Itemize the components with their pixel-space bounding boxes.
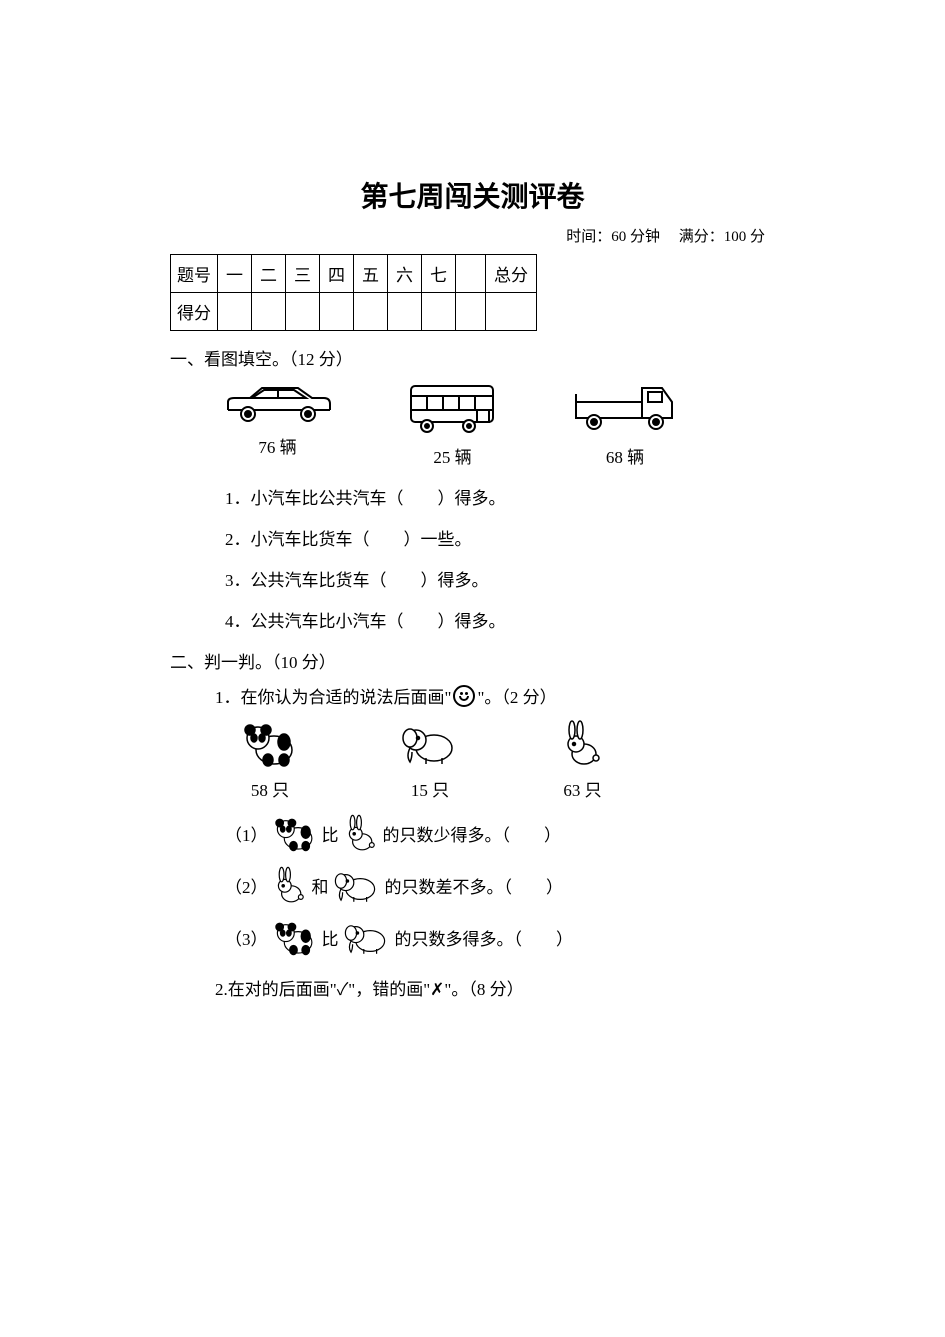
s2-c2: （2） 和 的只数差不多。（ ） (170, 865, 775, 905)
s1-q4: 4．公共汽车比小汽车（ ）得多。 (170, 607, 775, 632)
exam-meta: 时间：60 分钟 满分：100 分 (170, 225, 775, 246)
table-row: 得分 (171, 293, 537, 331)
cell: 六 (388, 255, 422, 293)
elephant-icon (333, 865, 381, 905)
s1-q3: 3．公共汽车比货车（ ）得多。 (170, 566, 775, 591)
cell: 三 (286, 255, 320, 293)
elephant-icon (400, 718, 460, 768)
rabbit-icon (560, 718, 605, 768)
animal-row: 58 只 15 只 63 只 (170, 718, 775, 801)
panda-icon (240, 718, 300, 768)
vehicle-car: 76 辆 (220, 380, 335, 468)
cell: 得分 (171, 293, 218, 331)
s2-sub1: 1．在你认为合适的说法后面画" "。（2 分） (170, 683, 775, 708)
s2-sub2: 2.在对的后面画"✓"，错的画"✗"。（8 分） (170, 975, 775, 1000)
c3-pre: （3） (225, 925, 268, 950)
caption: 76 辆 (220, 433, 335, 458)
c1-mid: 比 (322, 821, 339, 846)
cell: 一 (218, 255, 252, 293)
caption: 68 辆 (570, 443, 680, 468)
cell[interactable] (422, 293, 456, 331)
animal-elephant: 15 只 (400, 718, 460, 801)
c3-post: 的只数多得多。（ ） (395, 925, 574, 950)
cell: 题号 (171, 255, 218, 293)
cell: 总分 (486, 255, 537, 293)
c1-pre: （1） (225, 821, 268, 846)
score-table: 题号 一 二 三 四 五 六 七 总分 得分 (170, 254, 537, 331)
panda-icon (272, 917, 318, 957)
s1-q2: 2．小汽车比货车（ ）一些。 (170, 525, 775, 550)
cell[interactable] (286, 293, 320, 331)
time-label: 时间：60 分钟 (566, 229, 660, 245)
bus-icon (405, 380, 500, 435)
rabbit-icon (343, 813, 379, 853)
c2-mid: 和 (312, 873, 329, 898)
animal-panda: 58 只 (240, 718, 300, 801)
animal-rabbit: 63 只 (560, 718, 605, 801)
cell[interactable] (388, 293, 422, 331)
s2-sub1-post: "。（2 分） (477, 683, 556, 708)
caption: 15 只 (400, 776, 460, 801)
rabbit-icon (272, 865, 308, 905)
section1-head: 一、看图填空。（12 分） (170, 345, 775, 370)
cell (456, 255, 486, 293)
section2-head: 二、判一判。（10 分） (170, 648, 775, 673)
car-icon (220, 380, 335, 425)
table-row: 题号 一 二 三 四 五 六 七 总分 (171, 255, 537, 293)
c2-post: 的只数差不多。（ ） (385, 873, 564, 898)
elephant-icon (343, 917, 391, 957)
cell: 四 (320, 255, 354, 293)
cell[interactable] (218, 293, 252, 331)
vehicle-bus: 25 辆 (405, 380, 500, 468)
cell[interactable] (456, 293, 486, 331)
s2-c1: （1） 比 的只数少得多。（ ） (170, 813, 775, 853)
s1-q1: 1．小汽车比公共汽车（ ）得多。 (170, 484, 775, 509)
cell: 五 (354, 255, 388, 293)
vehicle-row: 76 辆 25 辆 (170, 380, 775, 468)
caption: 25 辆 (405, 443, 500, 468)
cell[interactable] (320, 293, 354, 331)
cell: 七 (422, 255, 456, 293)
fullscore-label: 满分：100 分 (679, 229, 765, 245)
truck-icon (570, 380, 680, 435)
page-title: 第七周闯关测评卷 (170, 175, 775, 215)
cell[interactable] (486, 293, 537, 331)
caption: 63 只 (560, 776, 605, 801)
cell[interactable] (252, 293, 286, 331)
caption: 58 只 (240, 776, 300, 801)
c1-post: 的只数少得多。（ ） (383, 821, 562, 846)
cell: 二 (252, 255, 286, 293)
s2-sub1-pre: 1．在你认为合适的说法后面画" (215, 683, 451, 708)
c2-pre: （2） (225, 873, 268, 898)
smiley-icon (453, 685, 475, 707)
panda-icon (272, 813, 318, 853)
s2-c3: （3） 比 的只数多得多。（ ） (170, 917, 775, 957)
cell[interactable] (354, 293, 388, 331)
c3-mid: 比 (322, 925, 339, 950)
vehicle-truck: 68 辆 (570, 380, 680, 468)
